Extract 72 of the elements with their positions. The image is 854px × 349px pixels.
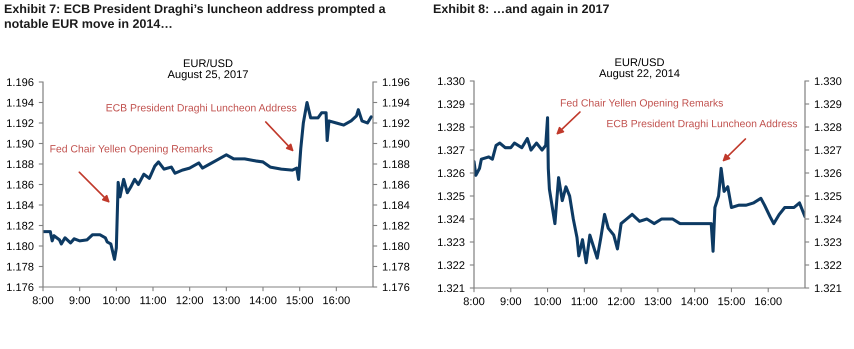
chart-title: Exhibit 7: ECB President Draghi’s luncheon address prompted a notable EUR move in 2014…	[4, 4, 386, 28]
y-tick-label: 1.326	[438, 169, 464, 178]
y-tick-label: 1.321	[438, 284, 464, 292]
x-tick-label: 16:00	[755, 297, 782, 306]
x-tick-label: 8:00	[32, 296, 54, 304]
y2-tick-label: 1.186	[382, 180, 410, 189]
y-tick-label: 1.329	[438, 100, 464, 108]
x-tick-label: 15:00	[286, 296, 314, 304]
y-tick-label: 1.327	[438, 146, 464, 154]
x-tick-label: 12:00	[608, 297, 635, 306]
y-tick-label: 1.325	[438, 192, 465, 200]
y-tick-label: 1.184	[7, 201, 34, 210]
x-tick-label: 9:00	[500, 297, 522, 306]
y-tick-label: 1.194	[7, 98, 34, 107]
line-series	[474, 116, 805, 264]
y2-tick-label: 1.330	[814, 77, 842, 86]
y2-tick-label: 1.325	[814, 192, 842, 200]
x-tick-label: 10:00	[534, 297, 562, 306]
y2-tick-label: 1.194	[382, 98, 410, 107]
chart-title: Exhibit 8: …and again in 2017	[434, 4, 609, 16]
y2-tick-label: 1.178	[382, 262, 410, 271]
text: August 22, 2014	[599, 69, 680, 80]
y-tick-label: 1.186	[7, 180, 34, 189]
x-tick-label: 9:00	[69, 296, 90, 304]
chart-subtitle: EUR/USD	[184, 59, 232, 68]
x-tick-label: 16:00	[323, 296, 350, 304]
x-tick-label: 10:00	[103, 296, 130, 304]
line-series	[43, 100, 373, 261]
annotation: ECB President Draghi Luncheon Address	[607, 120, 798, 130]
y-tick-label: 1.330	[438, 77, 465, 86]
annotation: ECB President Draghi Luncheon Address	[106, 104, 296, 114]
y2-tick-label: 1.180	[382, 242, 410, 250]
x-tick-label: 11:00	[572, 297, 598, 306]
y2-tick-label: 1.182	[382, 222, 410, 230]
y2-tick-label: 1.323	[814, 238, 842, 246]
text: August 25, 2017	[168, 70, 248, 80]
y-tick-label: 1.188	[7, 160, 34, 168]
x-tick-label: 14:00	[682, 297, 708, 306]
y2-tick-label: 1.184	[382, 201, 410, 210]
x-tick-label: 8:00	[464, 297, 484, 306]
y2-tick-label: 1.328	[814, 123, 842, 132]
y-tick-label: 1.324	[438, 215, 465, 224]
y2-tick-label: 1.192	[382, 119, 410, 128]
x-tick-label: 13:00	[213, 296, 240, 304]
y2-tick-label: 1.329	[814, 100, 842, 108]
y-tick-label: 1.190	[7, 140, 34, 148]
y2-tick-label: 1.321	[814, 284, 842, 292]
y-tick-label: 1.322	[438, 261, 464, 270]
x-tick-label: 11:00	[140, 296, 166, 304]
x-tick-label: 15:00	[718, 297, 745, 306]
y-tick-label: 1.178	[7, 262, 34, 271]
y2-tick-label: 1.322	[814, 261, 842, 270]
y-tick-label: 1.323	[438, 238, 464, 246]
y-tick-label: 1.180	[7, 242, 34, 250]
x-tick-label: 14:00	[250, 296, 276, 304]
chart-subtitle: EUR/USD	[615, 58, 664, 66]
y2-tick-label: 1.188	[382, 160, 410, 168]
y2-tick-label: 1.326	[814, 169, 842, 178]
y-tick-label: 1.328	[438, 123, 464, 132]
y-tick-label: 1.196	[7, 78, 34, 86]
y2-tick-label: 1.176	[382, 283, 410, 292]
y2-tick-label: 1.327	[814, 146, 842, 154]
x-tick-label: 12:00	[176, 296, 204, 304]
x-tick-label: 13:00	[644, 297, 672, 306]
y2-tick-label: 1.196	[382, 78, 410, 86]
y-tick-label: 1.176	[7, 283, 34, 292]
y-tick-label: 1.182	[7, 222, 34, 230]
y-tick-label: 1.192	[7, 119, 34, 128]
y2-tick-label: 1.190	[382, 140, 410, 148]
y2-tick-label: 1.324	[814, 215, 842, 224]
annotation: Fed Chair Yellen Opening Remarks	[560, 98, 723, 109]
annotation: Fed Chair Yellen Opening Remarks	[50, 144, 213, 155]
